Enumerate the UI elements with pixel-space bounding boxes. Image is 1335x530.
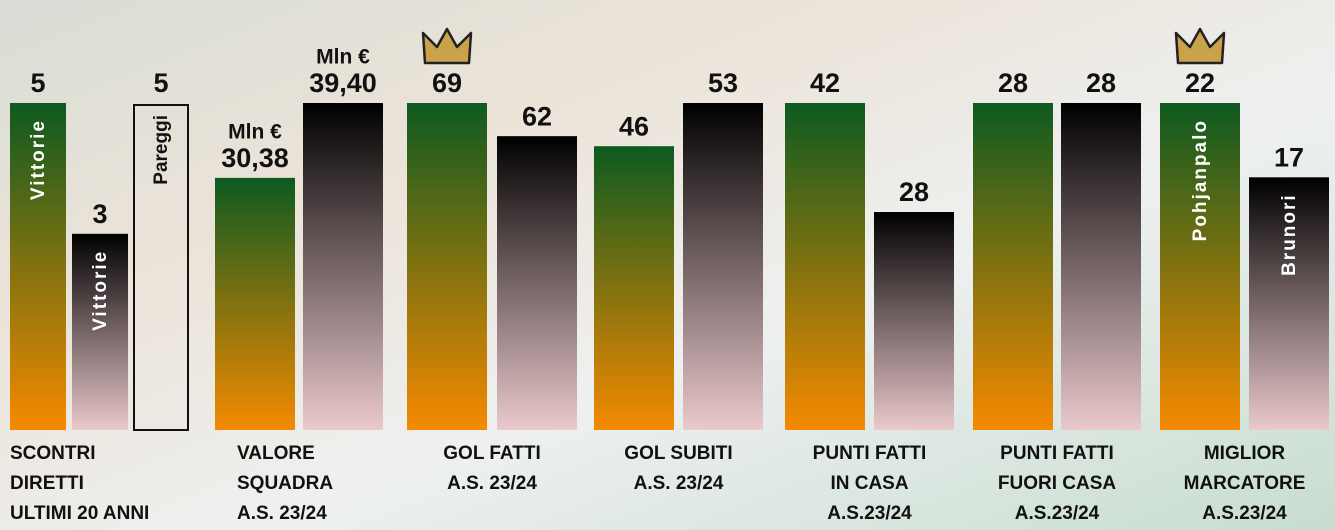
bar-inner-label: Pareggi xyxy=(151,115,172,185)
bar-inner-label: Pohjanpalo xyxy=(1190,119,1211,241)
infographic: 5 Vittorie 3 Vittorie 5 Pareggi SCONTRI DIRETTI… xyxy=(0,0,1335,530)
value-label: 22 xyxy=(1185,68,1215,98)
unit-label: Mln € xyxy=(228,120,282,143)
unit-label: Mln € xyxy=(316,46,370,69)
bar xyxy=(497,136,577,430)
category-label: GOL SUBITI xyxy=(624,443,732,464)
bar-inner-label: Vittorie xyxy=(28,119,49,200)
category-label: A.S.23/24 xyxy=(827,503,912,524)
value-label: 42 xyxy=(810,68,840,98)
value-label: 39,40 xyxy=(309,68,377,98)
bar xyxy=(594,146,674,430)
bar xyxy=(215,178,295,430)
category-label: A.S.23/24 xyxy=(1202,503,1287,524)
category-label: FUORI CASA xyxy=(998,473,1117,494)
bar xyxy=(1061,103,1141,430)
category-label: VALORE xyxy=(237,443,315,464)
category-label: MARCATORE xyxy=(1184,473,1306,494)
value-label: 46 xyxy=(619,111,649,141)
category-label: DIRETTI xyxy=(10,473,84,494)
bar xyxy=(973,103,1053,430)
value-label: 53 xyxy=(708,68,738,98)
value-label: 17 xyxy=(1274,142,1304,172)
value-label: 28 xyxy=(1086,68,1116,98)
value-label: 69 xyxy=(432,68,462,98)
category-label: SCONTRI xyxy=(10,443,96,464)
category-label: A.S. 23/24 xyxy=(237,503,327,524)
category-label: A.S. 23/24 xyxy=(447,473,537,494)
bar-inner-label: Vittorie xyxy=(90,250,111,331)
category-label: MIGLIOR xyxy=(1204,443,1286,464)
bar xyxy=(785,103,865,430)
value-label: 62 xyxy=(522,101,552,131)
category-label: A.S.23/24 xyxy=(1015,503,1100,524)
category-label: ULTIMI 20 ANNI xyxy=(10,503,149,524)
category-label: PUNTI FATTI xyxy=(813,443,927,464)
bar-inner-label: Brunori xyxy=(1279,193,1300,276)
value-label: 5 xyxy=(30,68,45,98)
bar xyxy=(683,103,763,430)
bar xyxy=(407,103,487,430)
bar xyxy=(303,103,383,430)
category-label: A.S. 23/24 xyxy=(634,473,724,494)
value-label: 3 xyxy=(92,199,107,229)
category-label: GOL FATTI xyxy=(443,443,540,464)
category-label: SQUADRA xyxy=(237,473,333,494)
bar xyxy=(874,212,954,430)
value-label: 28 xyxy=(899,177,929,207)
value-label: 5 xyxy=(153,68,168,98)
value-label: 30,38 xyxy=(221,143,289,173)
category-label: PUNTI FATTI xyxy=(1000,443,1114,464)
value-label: 28 xyxy=(998,68,1028,98)
category-label: IN CASA xyxy=(830,473,908,494)
